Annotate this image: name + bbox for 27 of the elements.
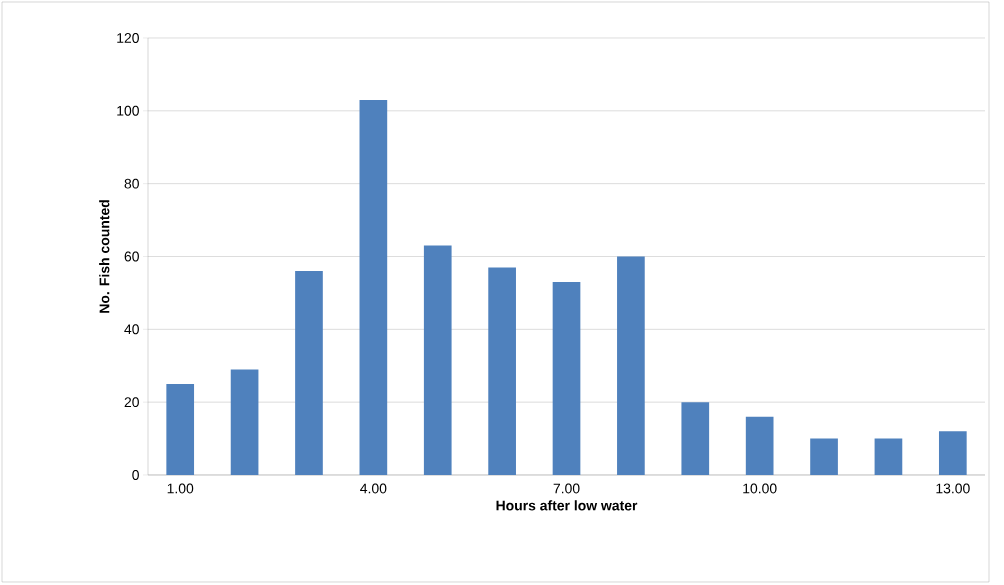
- y-tick-label: 60: [124, 251, 139, 262]
- bar: [359, 99, 388, 475]
- bar: [166, 383, 195, 475]
- x-tick-label: 13.00: [936, 483, 970, 494]
- y-tick-label: 20: [124, 397, 139, 408]
- x-tick-label: 7.00: [553, 483, 580, 494]
- bar: [295, 271, 323, 475]
- bar: [745, 416, 774, 475]
- bar: [617, 256, 645, 475]
- y-axis-title: No. Fish counted: [99, 200, 110, 313]
- y-tick-label: 40: [124, 324, 139, 335]
- y-tick-label: 100: [117, 105, 139, 116]
- bar: [552, 281, 581, 475]
- bar: [810, 438, 838, 475]
- bar: [488, 267, 516, 475]
- x-tick-label: 10.00: [743, 483, 777, 494]
- bar: [423, 245, 452, 475]
- x-axis-title: Hours after low water: [496, 500, 638, 511]
- bar: [681, 402, 710, 475]
- bar: [938, 431, 967, 475]
- x-tick-label: 4.00: [360, 483, 387, 494]
- bar: [230, 369, 259, 475]
- bar: [874, 438, 903, 475]
- x-tick-label: 1.00: [167, 483, 194, 494]
- y-tick-label: 80: [124, 178, 139, 189]
- y-tick-label: 120: [117, 33, 139, 43]
- y-tick-label: 0: [132, 470, 139, 480]
